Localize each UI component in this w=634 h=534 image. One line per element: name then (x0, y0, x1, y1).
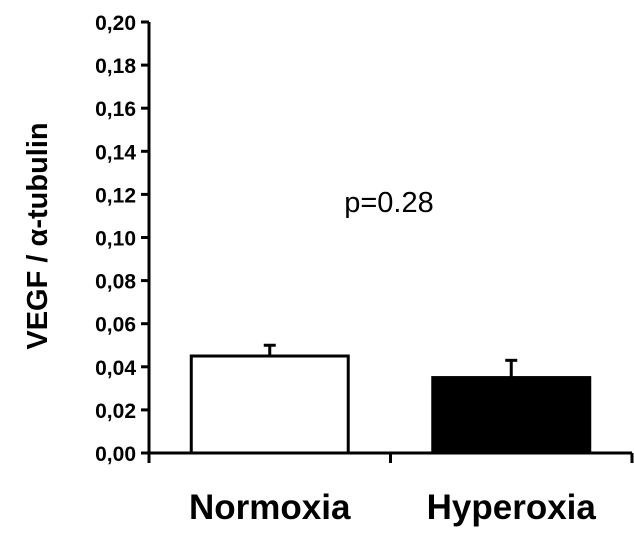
y-axis-label: VEGF / α-tubulin (22, 122, 54, 349)
y-tick-label: 0,08 (95, 271, 136, 294)
x-axis-ticks (147, 453, 634, 463)
error-bars (263, 343, 518, 378)
bar-normoxia (189, 354, 350, 455)
x-label-hyperoxia: Hyperoxia (427, 488, 597, 527)
p-value-annotation: p=0.28 (344, 187, 434, 219)
y-tick-label: 0,16 (95, 98, 136, 121)
y-tick-label: 0,02 (95, 400, 136, 423)
y-tick-label: 0,06 (95, 314, 136, 337)
y-axis-ticks: 0,00 0,02 0,04 0,06 0,08 0,10 0,12 0,14 0,16 0,18… (95, 12, 149, 466)
x-axis-labels: Normoxia Hyperoxia (189, 488, 596, 527)
y-tick-label: 0,18 (95, 55, 136, 78)
bars (189, 354, 592, 455)
y-tick-label: 0,00 (95, 443, 136, 466)
y-tick-label: 0,10 (95, 228, 136, 251)
y-tick-label: 0,12 (95, 184, 136, 207)
x-label-normoxia: Normoxia (189, 488, 351, 527)
y-tick-label: 0,14 (95, 141, 136, 164)
y-tick-label: 0,04 (95, 357, 136, 380)
y-tick-label: 0,20 (95, 12, 136, 35)
bar-hyperoxia (431, 376, 592, 455)
